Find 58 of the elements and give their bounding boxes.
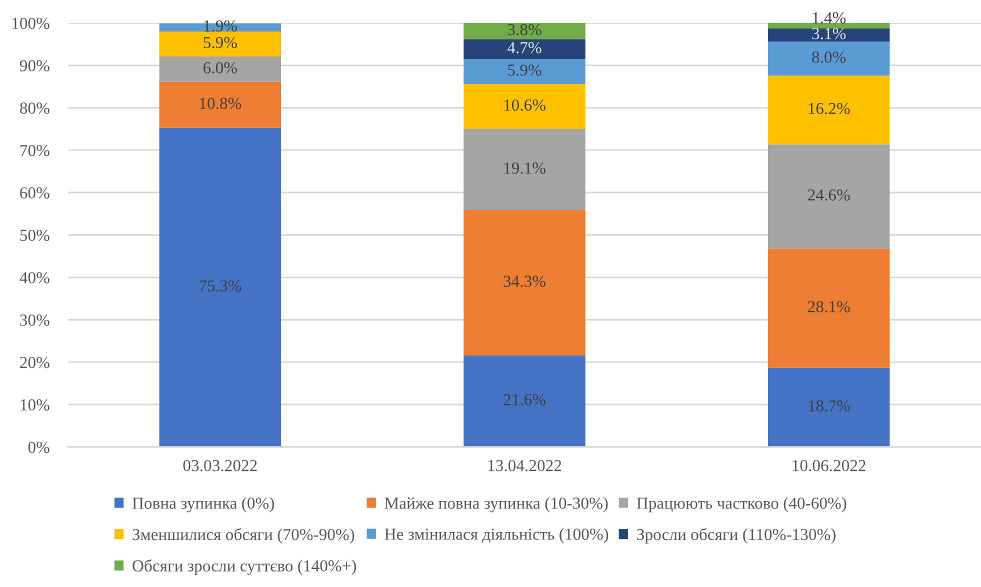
data-label: 1.9% [204, 20, 237, 32]
bar [768, 23, 890, 29]
data-label: 3.1% [812, 28, 846, 40]
data-label: 4.7% [507, 42, 542, 54]
y-tick-label: 100% [12, 18, 50, 29]
data-label: 10.8% [200, 98, 242, 110]
y-tick-label: 70% [20, 144, 50, 156]
bar [159, 31, 282, 56]
bar [464, 59, 586, 84]
y-tick-label: 10% [20, 399, 50, 411]
legend-label: Не змінилася діяльність (100%) [384, 528, 608, 544]
y-tick-label: 0% [28, 442, 50, 453]
legend-label: Зменшилися обсяги (70%-90%) [132, 528, 354, 544]
y-tick-label: 60% [20, 187, 50, 199]
data-label: 24.6% [808, 189, 850, 201]
data-label: 8.0% [812, 52, 846, 63]
bar [159, 128, 282, 447]
y-tick-label: 90% [20, 60, 50, 72]
bar [768, 368, 890, 447]
x-tick-label: 10.06.2022 [792, 460, 866, 472]
data-label: 10.6% [504, 99, 546, 111]
legend-label: Працюють частково (40-60%) [636, 497, 846, 512]
y-tick-label: 30% [20, 314, 50, 326]
bar [464, 129, 586, 210]
data-label: 16.2% [808, 102, 850, 114]
data-label: 19.1% [504, 162, 546, 174]
y-tick-label: 20% [20, 356, 50, 368]
legend-label: Повна зупинка (0%) [132, 497, 274, 512]
data-label: 3.8% [508, 24, 542, 36]
legend-label: Майже повна зупинка (10-30%) [384, 497, 608, 512]
bar [464, 39, 586, 60]
data-label: 21.6% [504, 394, 546, 406]
bar [768, 76, 890, 144]
data-label: 5.9% [508, 64, 542, 76]
y-tick-label: 80% [20, 102, 50, 114]
bar [464, 84, 586, 129]
bar [768, 42, 890, 76]
bar [768, 144, 890, 249]
bar [768, 28, 890, 42]
x-tick-label: 13.04.2022 [488, 460, 562, 472]
bar [768, 248, 890, 368]
data-label: 75.3% [200, 280, 242, 292]
data-label: 34.3% [504, 276, 546, 287]
data-label: 1.4% [812, 12, 846, 24]
data-label: 28.1% [808, 301, 850, 312]
bar [464, 23, 586, 40]
bar [159, 82, 282, 128]
bar [464, 210, 586, 356]
y-tick-label: 50% [20, 230, 50, 241]
y-tick-label: 40% [20, 272, 50, 284]
bar [159, 56, 282, 82]
data-label: 6.0% [204, 62, 237, 74]
data-label: 18.7% [808, 400, 850, 412]
legend-label: Обсяги зросли суттєво (140%+) [132, 559, 356, 575]
bar [464, 355, 586, 447]
legend-label: Зросли обсяги (110%-130%) [637, 528, 836, 544]
x-tick-label: 03.03.2022 [183, 460, 257, 472]
data-label: 5.9% [204, 36, 237, 48]
